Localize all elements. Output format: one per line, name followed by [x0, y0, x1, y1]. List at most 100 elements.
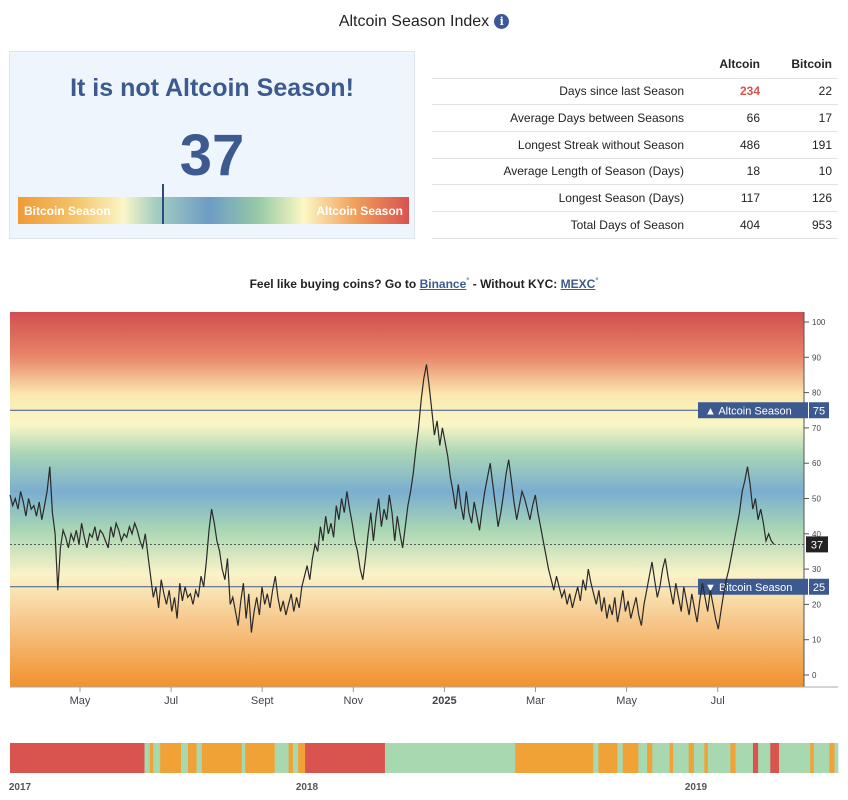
binance-link-asterisk: * [466, 276, 470, 285]
season-segments [10, 743, 839, 773]
y-tick-label: 90 [812, 353, 821, 362]
x-tick-label: Nov [344, 695, 364, 707]
table-row: Days since last Season 234 22 [432, 77, 838, 105]
season-segment [305, 743, 386, 773]
y-tick-label: 40 [812, 530, 821, 539]
y-tick-label: 0 [812, 671, 817, 680]
season-segment [735, 743, 754, 773]
season-segment [669, 743, 674, 773]
y-tick-label: 20 [812, 600, 821, 609]
gauge-value: 37 [179, 123, 245, 188]
row-bitcoin-value: 22 [766, 77, 838, 105]
season-stats-table: Altcoin Bitcoin Days since last Season 2… [432, 51, 838, 239]
page-title-text: Altcoin Season Index [338, 13, 490, 30]
x-axis-ticks: May Jul Sept Nov 2025 Mar May Jul [70, 687, 725, 707]
header-bitcoin: Bitcoin [791, 57, 832, 72]
season-segment [196, 743, 203, 773]
season-segment [810, 743, 814, 773]
season-segment [153, 743, 161, 773]
gauge-altcoin-season-label: Altcoin Season [316, 204, 403, 218]
table-row: Total Days of Season 404 953 [432, 210, 838, 239]
season-segment [298, 743, 306, 773]
season-segment [693, 743, 705, 773]
season-history-strip: 2017 2018 2019 [9, 743, 839, 793]
season-segment [829, 743, 835, 773]
current-value-label: 37 [811, 539, 823, 551]
row-bitcoin-value: 126 [766, 184, 838, 212]
row-bitcoin-value: 10 [766, 157, 838, 185]
x-tick-label: May [70, 695, 91, 707]
row-label: Total Days of Season [432, 210, 694, 239]
promo-line: Feel like buying coins? Go to Binance* -… [0, 276, 848, 291]
row-altcoin-value: 234 [694, 77, 766, 105]
x-tick-label: Jul [711, 695, 725, 707]
season-gauge-panel: It is not Altcoin Season! 37 Bitcoin Sea… [9, 51, 415, 239]
season-segment [245, 743, 276, 773]
promo-prefix: Feel like buying coins? Go to [249, 277, 417, 291]
season-segment [180, 743, 189, 773]
y-axis-ticks: 0 10 20 30 40 50 60 70 80 90 100 [804, 318, 826, 680]
current-value-marker: 37 [10, 536, 828, 553]
header-altcoin: Altcoin [719, 57, 760, 72]
header-label-col [432, 51, 694, 78]
season-segment [652, 743, 670, 773]
x-tick-label: Jul [164, 695, 178, 707]
season-segment [622, 743, 639, 773]
info-icon[interactable]: i [494, 14, 510, 29]
table-row: Longest Season (Days) 117 126 [432, 184, 838, 212]
altcoin-index-line [9, 364, 775, 633]
y-tick-label: 100 [812, 318, 826, 327]
gauge-bitcoin-season-label: Bitcoin Season [24, 204, 111, 218]
season-segment [201, 743, 243, 773]
threshold-label: ▲ Altcoin Season [705, 405, 792, 417]
gauge-headline: It is not Altcoin Season! [70, 74, 354, 102]
mexc-link[interactable]: MEXC [560, 277, 596, 291]
binance-link[interactable]: Binance [419, 277, 467, 291]
current-value-box [806, 536, 828, 553]
season-segment [144, 743, 151, 773]
season-segment [187, 743, 197, 773]
season-segment [778, 743, 811, 773]
y-tick-label: 80 [812, 389, 821, 398]
threshold-value-box [809, 402, 829, 419]
x-tick-label: May [616, 695, 637, 707]
season-segment [638, 743, 648, 773]
row-altcoin-value: 117 [694, 184, 766, 212]
row-bitcoin-value: 953 [766, 210, 838, 239]
y-tick-label: 70 [812, 424, 821, 433]
threshold-label-box [698, 402, 808, 419]
row-label: Days since last Season [432, 77, 694, 105]
gauge-gradient-bar: Bitcoin Season Altcoin Season [18, 197, 409, 224]
season-segment [593, 743, 599, 773]
y-tick-label: 30 [812, 565, 821, 574]
season-segment [292, 743, 299, 773]
row-altcoin-value: 486 [694, 130, 766, 159]
season-segment [707, 743, 731, 773]
season-segment [241, 743, 246, 773]
threshold-value: 25 [813, 582, 825, 594]
season-segment [813, 743, 830, 773]
season-segment [758, 743, 771, 773]
season-segment [288, 743, 294, 773]
x-tick-label: Sept [251, 695, 274, 707]
row-altcoin-value: 66 [694, 104, 766, 132]
season-segment [149, 743, 154, 773]
row-bitcoin-value: 17 [766, 104, 838, 132]
y-tick-label: 60 [812, 459, 821, 468]
altcoin-index-chart: 0 10 20 30 40 50 60 70 80 90 100 May Jul Sept Nov 2025… [9, 312, 838, 707]
threshold-label: ▼ Bitcoin Season [705, 582, 792, 594]
season-segment [704, 743, 709, 773]
y-tick-label: 50 [812, 495, 821, 504]
season-segment [384, 743, 516, 773]
strip-axis-ticks: 2017 2018 2019 [9, 782, 708, 793]
row-label: Longest Streak without Season [432, 130, 694, 159]
season-segment [730, 743, 736, 773]
season-segment [647, 743, 653, 773]
season-segment [752, 743, 759, 773]
row-bitcoin-value: 191 [766, 130, 838, 159]
table-header-row: Altcoin Bitcoin [432, 51, 838, 78]
promo-middle: - Without KYC: [472, 277, 558, 291]
threshold-value-box [809, 578, 829, 595]
season-segment [770, 743, 780, 773]
threshold-value: 75 [813, 405, 825, 417]
